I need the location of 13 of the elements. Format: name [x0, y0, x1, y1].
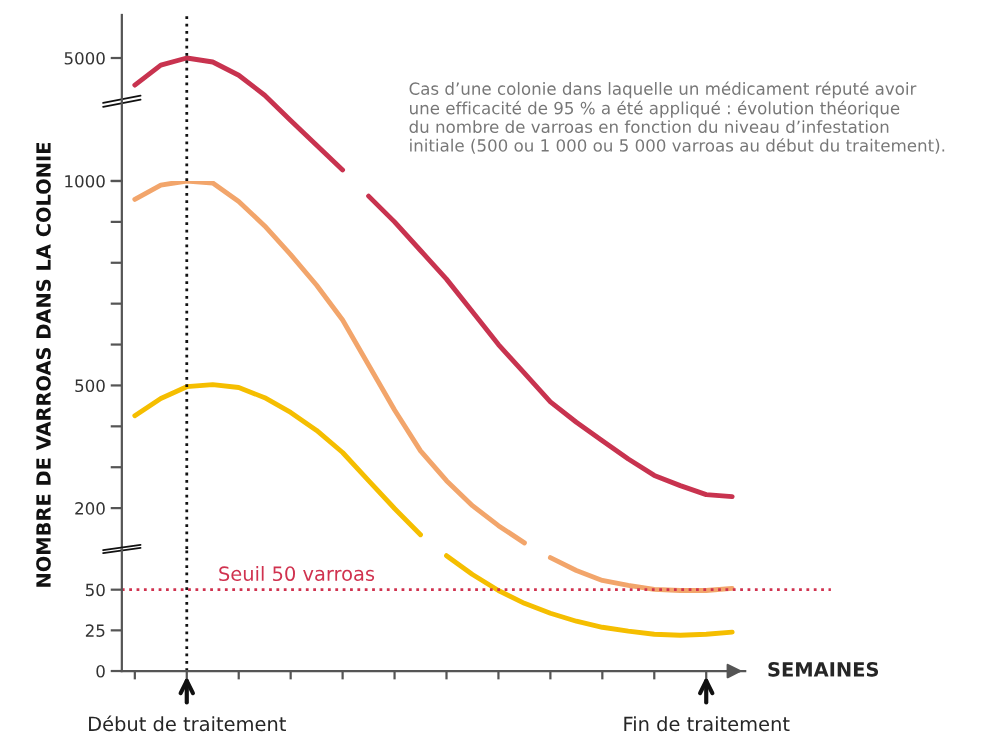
y-tick-label: 5000 — [64, 51, 105, 65]
y-tick-label: 50 — [85, 583, 105, 597]
text: Fin de traitement — [624, 716, 790, 732]
text: Début de traitement — [89, 715, 286, 732]
y-tick-label: 200 — [75, 502, 105, 515]
y-tick-label: 1000 — [65, 174, 105, 188]
text: Cas d’une colonie dans laquelle un médicament réputé avoir une efficacité de 95 % a été appliqué : évolution théorique du nombre de varroas en fonction du niveau d’infestation initiale (500 ou 1 000 ou 5 000 varroas au début du traitement). — [409, 81, 945, 154]
y-tick-label: 500 — [75, 379, 105, 393]
y-axis-title: NOMBRE DE VARROAS DANS LA COLONIE — [36, 142, 51, 587]
y-tick-label: 25 — [85, 624, 105, 637]
y-tick-label: 0 — [96, 664, 105, 678]
x-axis-title: SEMAINES — [768, 661, 879, 677]
ref-line-label: Seuil 50 varroas — [219, 565, 375, 582]
